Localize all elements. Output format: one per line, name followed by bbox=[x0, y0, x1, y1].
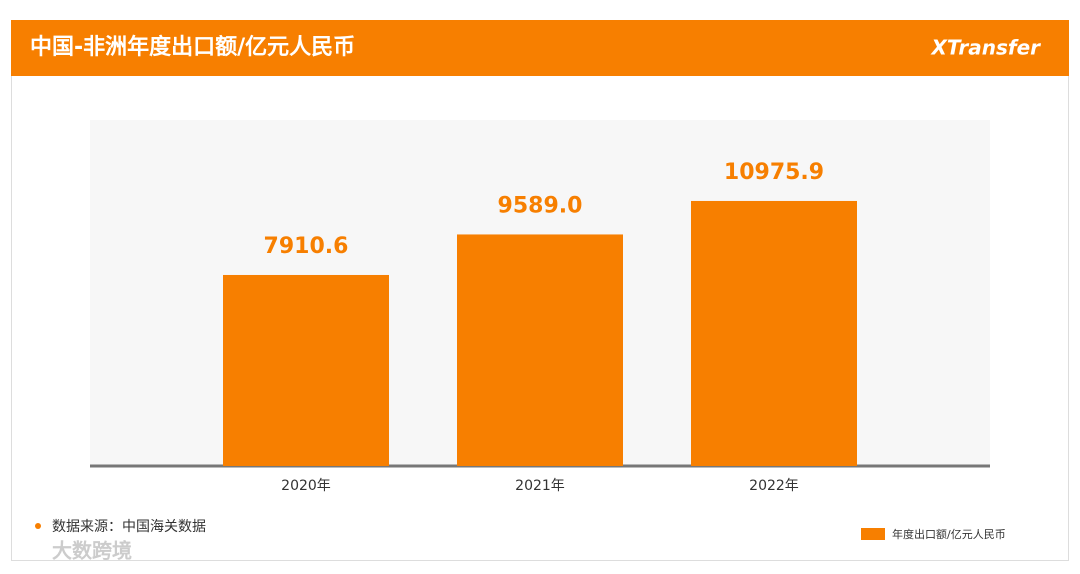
bar bbox=[691, 200, 857, 467]
legend-swatch bbox=[861, 528, 885, 540]
bar bbox=[457, 234, 623, 466]
value-label: 7910.6 bbox=[264, 234, 349, 259]
value-label: 9589.0 bbox=[498, 193, 583, 218]
bar bbox=[223, 274, 389, 466]
chart-title: 中国-非洲年度出口额/亿元人民币 bbox=[30, 34, 355, 60]
x-tick-label: 2020年 bbox=[281, 478, 331, 494]
x-tick-label: 2022年 bbox=[749, 478, 799, 494]
x-tick-label: 2021年 bbox=[515, 478, 565, 494]
source-bullet bbox=[35, 523, 41, 529]
header-bar bbox=[11, 20, 1069, 76]
watermark: 大数跨境 bbox=[52, 539, 132, 563]
source-note: 数据来源：中国海关数据 bbox=[52, 519, 206, 535]
legend-label: 年度出口额/亿元人民币 bbox=[892, 527, 1006, 541]
value-label: 10975.9 bbox=[724, 160, 824, 185]
brand-logo: XTransfer bbox=[930, 36, 1042, 60]
